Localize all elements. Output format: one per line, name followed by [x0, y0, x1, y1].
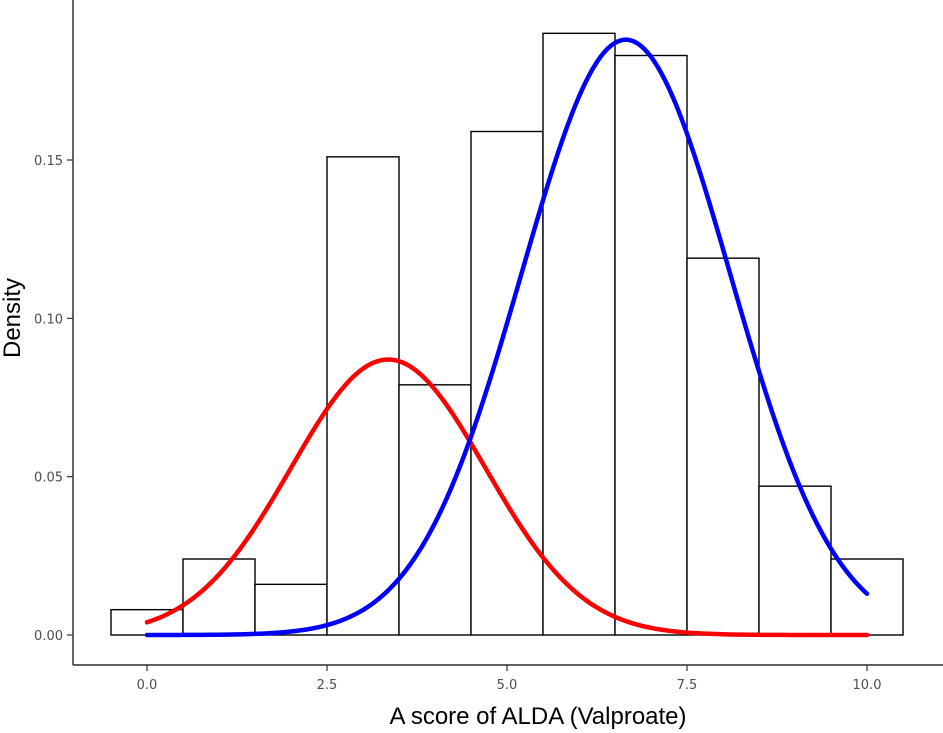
histogram-bar [830, 558, 904, 636]
histogram-bar [686, 257, 760, 636]
density-curves [144, 37, 870, 638]
x-axis-ticks: 0.0 2.5 5.0 7.5 10.0 [137, 665, 882, 693]
y-axis-ticks: 0.00 0.05 0.10 0.15 [34, 154, 73, 644]
x-tick-label: 7.5 [677, 678, 698, 693]
x-axis-title: A score of ALDA (Valproate) [389, 703, 686, 730]
x-tick-label: 10.0 [853, 678, 882, 693]
x-tick-label: 5.0 [497, 678, 518, 693]
y-tick-label: 0.10 [34, 312, 63, 327]
x-tick-label: 0.0 [137, 678, 158, 693]
density-curve-blue [144, 37, 870, 638]
histogram-bar [542, 32, 616, 636]
histogram-bars [110, 32, 904, 636]
histogram-bar [758, 485, 832, 636]
histogram-bar [470, 130, 544, 636]
x-tick-label: 2.5 [317, 678, 338, 693]
axes [72, 0, 943, 666]
y-axis-title: Density [0, 278, 26, 358]
y-tick-label: 0.15 [34, 154, 63, 169]
density-curve-red [144, 357, 870, 638]
histogram-bar [614, 54, 688, 636]
y-tick-label: 0.05 [34, 471, 63, 486]
y-tick-label: 0.00 [34, 629, 63, 644]
